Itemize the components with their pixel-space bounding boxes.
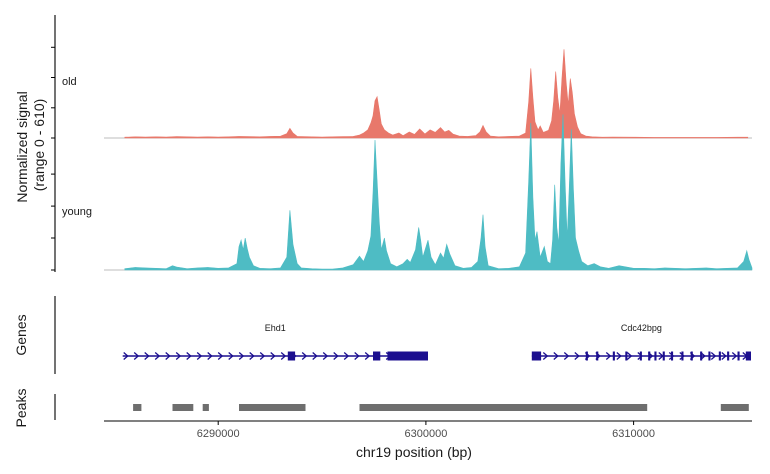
peak-region — [239, 404, 306, 411]
strand-arrow-icon — [301, 352, 308, 360]
strand-arrow-icon — [322, 352, 329, 360]
x-axis-title: chr19 position (bp) — [356, 444, 472, 460]
strand-arrow-icon — [270, 352, 276, 360]
strand-arrow-icon — [542, 352, 549, 360]
gene-name-label: Cdc42bpg — [621, 323, 662, 333]
strand-arrow-icon — [249, 352, 255, 360]
x-axis-ticks: 6290000 6300000 6310000 — [197, 421, 655, 440]
genes-track-label: Genes — [13, 314, 29, 355]
gene-exon — [639, 351, 642, 361]
x-tick-label: 6300000 — [404, 428, 447, 440]
strand-arrow-icon — [144, 352, 150, 360]
y-axis-title-line-1: Normalized signal — [14, 91, 30, 202]
strand-arrow-icon — [731, 352, 738, 360]
gene-exon — [287, 351, 296, 361]
gene-exon — [681, 351, 684, 361]
strand-arrow-icon — [259, 352, 266, 360]
peak-region — [133, 404, 142, 411]
gene-exon — [387, 351, 428, 361]
strand-arrow-icon — [207, 352, 213, 360]
gene-exon — [596, 351, 599, 361]
gene-annotations: Ehd1 Cdc42bpg — [122, 323, 751, 361]
gene-exon — [718, 351, 721, 361]
gene-exon — [727, 351, 730, 361]
peaks-track-label: Peaks — [13, 389, 29, 428]
gene-exon — [625, 351, 628, 361]
x-tick-label: 6290000 — [197, 428, 240, 440]
peak-region — [202, 404, 209, 411]
strand-arrow-icon — [343, 352, 350, 360]
gene-name-label: Ehd1 — [265, 323, 286, 333]
strand-arrow-icon — [354, 352, 360, 360]
gene-exon — [585, 351, 588, 361]
strand-arrow-icon — [186, 352, 192, 360]
gene-exon — [745, 351, 751, 361]
strand-arrow-icon — [196, 352, 203, 360]
gene-exon — [373, 351, 381, 361]
track-label-old: old — [62, 76, 77, 88]
y-axis-title: Normalized signal (range 0 - 610) — [14, 87, 47, 202]
strand-arrow-icon — [280, 352, 287, 360]
strand-arrow-icon — [228, 352, 234, 360]
peak-region — [720, 404, 749, 411]
strand-arrow-icon — [123, 352, 129, 360]
strand-arrow-icon — [333, 352, 339, 360]
strand-arrow-icon — [133, 352, 140, 360]
gene-exon — [737, 351, 740, 361]
gene-exon — [671, 351, 674, 361]
strand-arrow-icon — [668, 352, 675, 360]
strand-arrow-icon — [626, 352, 633, 360]
strand-arrow-icon — [710, 352, 717, 360]
gene-exon — [648, 351, 651, 361]
strand-arrow-icon — [553, 352, 559, 360]
y-axis-title-line-2: (range 0 - 610) — [31, 99, 47, 192]
gene-ehd1: Ehd1 — [122, 323, 428, 361]
strand-arrow-icon — [364, 352, 371, 360]
strand-arrow-icon — [574, 352, 580, 360]
gene-exon — [700, 351, 703, 361]
strand-arrow-icon — [679, 352, 685, 360]
gene-exon — [662, 351, 665, 361]
strand-arrow-icon — [165, 352, 171, 360]
strand-arrow-icon — [605, 352, 612, 360]
gene-cdc42bpg: Cdc42bpg — [531, 323, 751, 361]
gene-exon — [708, 351, 711, 361]
strand-arrow-icon — [312, 352, 318, 360]
strand-arrow-icon — [154, 352, 161, 360]
strand-arrow-icon — [563, 352, 570, 360]
strand-arrow-icon — [721, 352, 727, 360]
gene-exon — [531, 351, 542, 361]
strand-arrow-icon — [616, 352, 622, 360]
strand-arrow-icon — [217, 352, 224, 360]
coverage-y-ticks — [51, 46, 55, 271]
peak-regions — [133, 404, 749, 411]
coverage-area-young — [124, 114, 753, 271]
peak-region — [359, 404, 648, 411]
track-label-young: young — [62, 206, 92, 218]
coverage-tracks: old young — [62, 49, 753, 271]
gene-exon — [690, 351, 693, 361]
gene-exon — [612, 351, 615, 361]
gene-exon — [654, 351, 657, 361]
coverage-area-old — [124, 49, 749, 139]
x-tick-label: 6310000 — [612, 428, 655, 440]
peak-region — [172, 404, 194, 411]
strand-arrow-icon — [175, 352, 182, 360]
strand-arrow-icon — [238, 352, 245, 360]
